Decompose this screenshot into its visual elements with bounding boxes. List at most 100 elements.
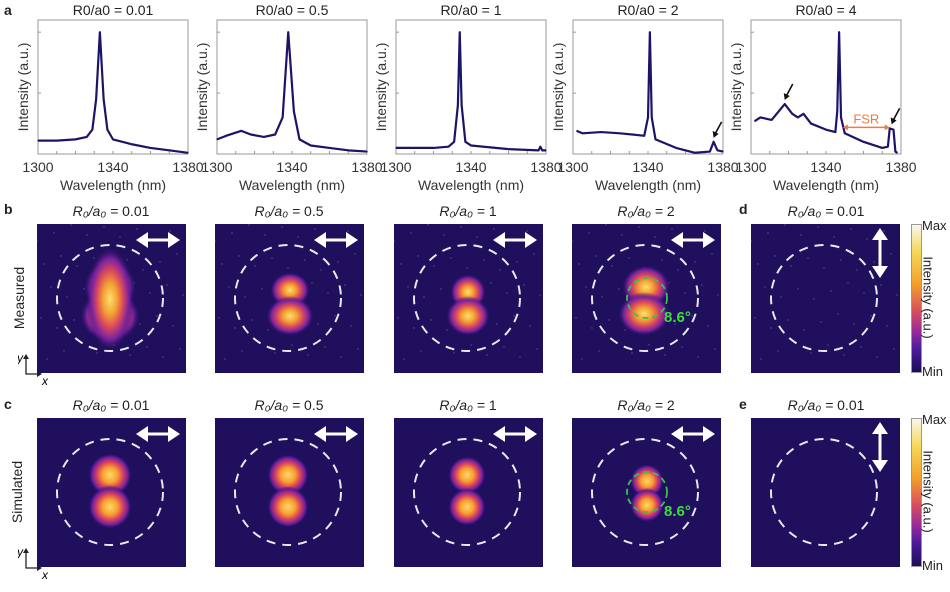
noise-speckle <box>231 232 233 234</box>
data-point <box>86 136 88 138</box>
x-axis-label: Wavelength (nm) <box>418 177 524 193</box>
data-point <box>834 131 836 133</box>
noise-speckle <box>73 319 75 321</box>
noise-speckle <box>403 358 405 360</box>
data-point <box>791 113 793 115</box>
angle-label: 8.6° <box>664 503 691 520</box>
noise-speckle <box>261 288 263 290</box>
noise-speckle <box>611 265 613 267</box>
data-point <box>225 135 227 137</box>
noise-speckle <box>394 240 395 242</box>
data-point <box>838 31 840 33</box>
noise-speckle <box>820 321 822 323</box>
spectrum-chart: 1300 1340 1380 Wavelength (nm) Intensity (a.… <box>15 19 204 193</box>
noise-speckle <box>764 286 766 288</box>
data-point <box>99 31 101 33</box>
spectrum-line <box>38 31 189 154</box>
noise-speckle <box>430 319 432 321</box>
chart-title: R0/a0 = 0.01 <box>72 2 154 18</box>
x-tick-label: 1380 <box>707 159 738 175</box>
annotation-arrowhead <box>783 93 790 101</box>
data-point <box>287 31 289 33</box>
data-point <box>581 132 583 134</box>
noise-speckle <box>890 253 892 255</box>
intensity-lobe <box>267 486 309 528</box>
ratio-prefix: R₀/a₀ = <box>72 203 123 219</box>
noise-speckle <box>297 236 299 238</box>
noise-speckle <box>770 327 772 329</box>
spectrum-line <box>396 31 546 152</box>
noise-speckle <box>327 292 329 294</box>
noise-speckle <box>248 224 250 226</box>
data-point <box>889 127 891 130</box>
ratio-value: 2 <box>666 397 675 413</box>
noise-speckle <box>129 354 131 356</box>
ratio-prefix: R₀/a₀ = <box>617 203 667 219</box>
simulated-heatmap <box>215 418 364 567</box>
noise-speckle <box>840 259 842 261</box>
noise-speckle <box>264 234 266 236</box>
noise-speckle <box>311 282 313 284</box>
noise-speckle <box>519 356 521 358</box>
noise-speckle <box>817 226 819 228</box>
data-point <box>263 136 265 138</box>
dashed-circle <box>413 244 521 352</box>
data-point <box>112 138 114 140</box>
noise-speckle <box>516 261 518 263</box>
measured-heatmap-vertical <box>751 224 900 373</box>
data-point <box>649 31 651 33</box>
noise-speckle <box>291 344 293 346</box>
noise-speckle <box>847 282 849 284</box>
noise-speckle <box>182 294 184 296</box>
ratio-value: 2 <box>666 203 675 219</box>
noise-speckle <box>433 265 435 267</box>
noise-speckle <box>324 346 326 348</box>
noise-speckle <box>241 350 243 352</box>
noise-speckle <box>717 294 719 296</box>
noise-speckle <box>605 224 607 226</box>
intensity-lobe <box>630 488 664 522</box>
noise-speckle <box>754 317 756 319</box>
noise-speckle <box>883 230 885 232</box>
noise-speckle <box>46 358 48 360</box>
simulated-heatmap <box>394 418 543 567</box>
noise-speckle <box>103 226 105 228</box>
data-point <box>298 138 301 140</box>
noise-speckle <box>506 292 508 294</box>
noise-speckle <box>618 288 620 290</box>
x-tick-label: 1300 <box>201 159 232 175</box>
data-point <box>722 150 724 153</box>
data-point <box>539 146 541 148</box>
noise-speckle <box>397 317 399 319</box>
noise-speckle <box>93 257 95 259</box>
axis-y-label: y <box>18 352 24 365</box>
intensity-lobe <box>630 464 664 498</box>
noise-speckle <box>853 323 855 325</box>
noise-speckle <box>215 240 216 242</box>
noise-speckle <box>780 296 782 298</box>
polarization-arrowheads <box>493 232 537 248</box>
measured-heatmap <box>37 224 186 373</box>
polarization-arrowheads <box>314 232 358 248</box>
noise-speckle <box>483 259 485 261</box>
annotation-arrowhead <box>890 117 897 125</box>
data-point <box>836 110 838 112</box>
ratio-prefix: R₀/a₀ = <box>787 397 838 413</box>
data-point <box>187 152 189 154</box>
noise-speckle <box>638 226 640 228</box>
noise-speckle <box>400 263 402 265</box>
noise-speckle <box>440 288 442 290</box>
chart-title: R0/a0 = 1 <box>440 2 502 18</box>
noise-speckle <box>893 348 895 350</box>
noise-speckle <box>870 315 872 317</box>
data-point <box>461 104 463 106</box>
noise-speckle <box>681 346 683 348</box>
heatmap-title: R₀/a₀ = 0.01 <box>746 397 906 413</box>
colorbar-min: Min <box>922 558 943 573</box>
data-point <box>881 147 883 149</box>
noise-speckle <box>446 329 448 331</box>
x-tick-label: 1340 <box>455 159 486 175</box>
noise-speckle <box>86 234 88 236</box>
noise-speckle <box>119 236 121 238</box>
noise-speckle <box>347 230 349 232</box>
